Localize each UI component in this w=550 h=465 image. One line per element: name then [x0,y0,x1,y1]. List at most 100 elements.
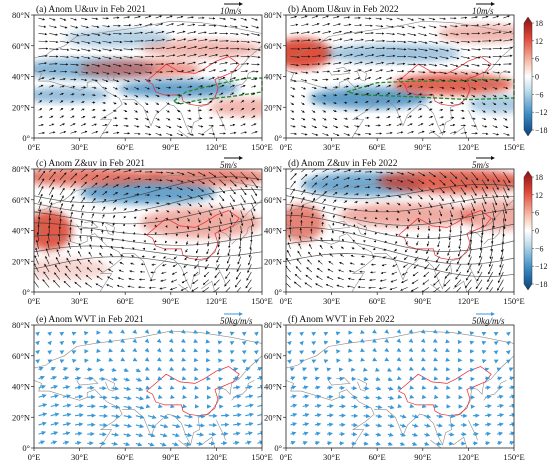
lat-tick-label: 80°N [12,10,30,20]
panel-title: (f) Anom WVT in Feb 2022 [288,314,395,325]
colorbar-label: 18 [535,173,543,182]
china-border [398,210,492,261]
reference-vector-label: 5m/s [472,160,490,170]
lat-tick-label: 20°N [12,102,30,112]
lat-tick-label: 60°N [12,195,30,205]
lat-tick-label: 0° [274,443,282,453]
wind-vectors [38,15,261,137]
colorbar-label: −6 [535,244,544,253]
lon-tick-label: 60°E [117,296,134,306]
colorbar-label: 0 [535,227,539,236]
lon-tick-label: 150°E [251,142,272,152]
lon-tick-label: 120°E [206,296,227,306]
lon-tick-label: 150°E [503,452,524,462]
reference-vector-label: 10m/s [472,6,494,16]
lon-tick-label: 30°E [323,452,340,462]
lat-tick-label: 0° [22,443,30,453]
lon-tick-label: 0°E [28,452,41,462]
panel-e: (e) Anom WVT in Feb 2021 50kg/m/s 0° 20°N 40… [12,312,273,462]
lat-tick-label: 40°N [264,226,282,236]
reference-vector-label: 5m/s [220,160,238,170]
panel-d: (d) Anom Z&uv in Feb 2022 5m/s 0° 20°N 40°N 6… [264,156,525,306]
reference-vector-label: 50kg/m/s [220,316,253,326]
lat-tick-label: 0° [22,133,30,143]
lon-tick-label: 0°E [280,296,293,306]
colorbar-label: 12 [535,191,543,200]
colorbar-label: 0 [535,73,539,82]
colorbar-2: 18 12 6 0 −6 −12 −18 [523,170,548,291]
lon-tick-label: 150°E [503,296,524,306]
colorbar-label: −12 [535,108,548,117]
lat-tick-label: 80°N [12,320,30,330]
lon-tick-label: 90°E [414,452,431,462]
lat-tick-label: 80°N [264,320,282,330]
lat-tick-label: 60°N [264,351,282,361]
lon-tick-label: 120°E [458,296,479,306]
lon-tick-label: 30°E [323,142,340,152]
lon-tick-label: 0°E [280,452,293,462]
lat-tick-label: 20°N [12,256,30,266]
field-shading [34,28,262,117]
reference-vector: 5m/s [472,156,495,170]
colorbar-label: 18 [535,19,543,28]
lon-tick-label: 150°E [251,452,272,462]
colorbar-label: 6 [535,209,539,218]
coastlines [286,20,514,138]
lon-tick-label: 30°E [323,296,340,306]
lon-tick-label: 90°E [162,452,179,462]
lon-tick-label: 90°E [162,296,179,306]
wind-vectors [290,15,513,137]
panel-c: (c) Anom Z&uv in Feb 2021 5m/s 0° 20°N 40°N 6… [12,156,273,306]
lon-tick-label: 150°E [503,142,524,152]
lon-tick-label: 0°E [28,296,41,306]
lat-tick-label: 0° [274,287,282,297]
lat-tick-label: 40°N [12,382,30,392]
lon-tick-label: 90°E [414,296,431,306]
colorbar-label: −18 [535,280,548,289]
lon-tick-label: 120°E [206,452,227,462]
height-contours [34,176,262,270]
lat-tick-label: 60°N [264,195,282,205]
colorbar-label: −18 [535,126,548,135]
lon-tick-label: 60°E [117,142,134,152]
reference-vector: 50kg/m/s [472,312,505,326]
panel-title: (a) Anom U&uv in Feb 2021 [36,4,146,15]
lon-tick-label: 150°E [251,296,272,306]
lat-tick-label: 0° [274,133,282,143]
wind-vectors [35,329,262,447]
colorbar-label: 12 [535,37,543,46]
lat-tick-label: 20°N [264,256,282,266]
china-border [146,56,240,107]
lon-tick-label: 90°E [162,142,179,152]
lat-tick-label: 0° [22,287,30,297]
wind-vectors [34,169,259,292]
lat-tick-label: 80°N [12,164,30,174]
lon-tick-label: 90°E [414,142,431,152]
reference-vector-label: 50kg/m/s [472,316,505,326]
lat-tick-label: 40°N [12,72,30,82]
lon-tick-label: 0°E [280,142,293,152]
lat-tick-label: 40°N [264,72,282,82]
lat-tick-label: 80°N [264,10,282,20]
lat-tick-label: 20°N [264,412,282,422]
lon-tick-label: 120°E [458,452,479,462]
reference-vector: 10m/s [220,2,243,16]
wind-vectors [286,169,511,292]
lon-tick-label: 30°E [71,452,88,462]
lon-tick-label: 120°E [206,142,227,152]
panel-b: (b) Anom U&uv in Feb 2022 10m/s 0° 20°N 40°N… [264,2,525,152]
coastlines [34,20,262,138]
panel-title: (e) Anom WVT in Feb 2021 [36,314,144,325]
lat-tick-label: 60°N [264,41,282,51]
reference-vector: 5m/s [220,156,243,170]
panel-a: (a) Anom U&uv in Feb 2021 10m/s 0° 20°N 40°N… [12,2,273,152]
colorbar-label: −12 [535,262,548,271]
lon-tick-label: 30°E [71,142,88,152]
lon-tick-label: 0°E [28,142,41,152]
lat-tick-label: 60°N [12,41,30,51]
china-border [146,210,240,261]
height-contours [286,184,514,277]
reference-vector-label: 10m/s [220,6,242,16]
lon-tick-label: 60°E [369,142,386,152]
